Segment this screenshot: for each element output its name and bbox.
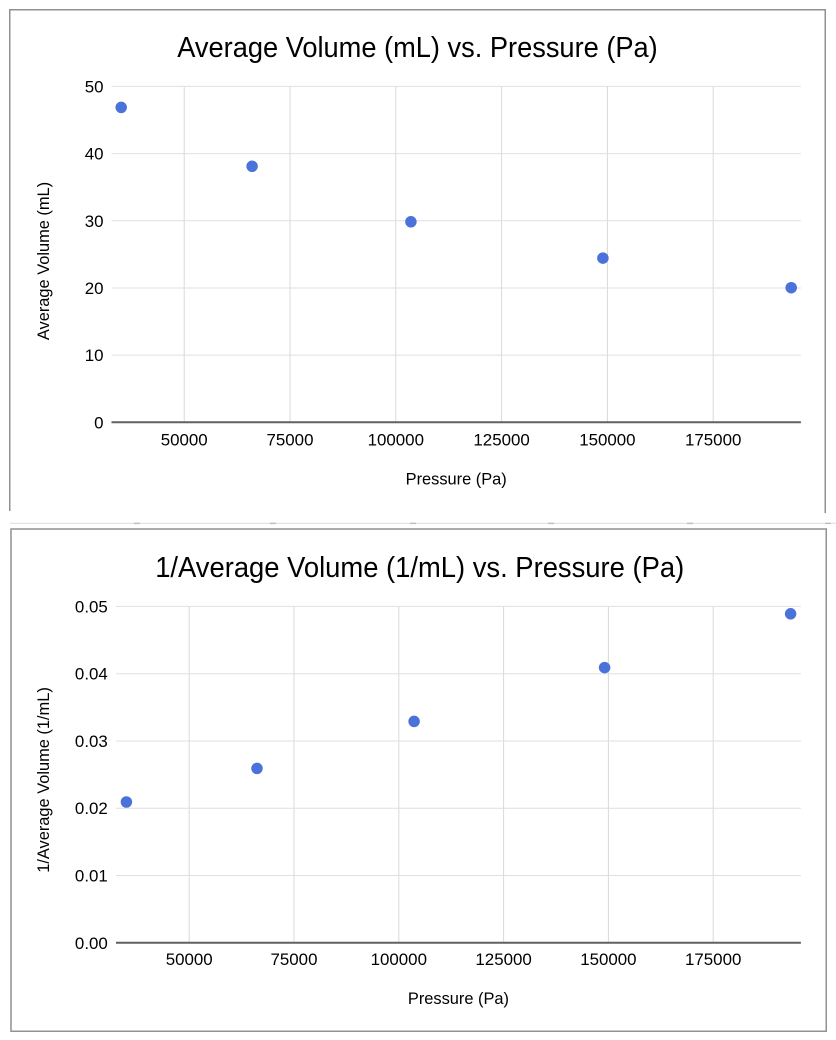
svg-text:175000: 175000 bbox=[685, 431, 741, 450]
svg-text:1/Average Volume (1/mL) vs. Pr: 1/Average Volume (1/mL) vs. Pressure (Pa… bbox=[155, 552, 684, 584]
svg-text:1/Average Volume (1/mL): 1/Average Volume (1/mL) bbox=[35, 687, 53, 873]
svg-text:150000: 150000 bbox=[580, 950, 636, 969]
svg-text:40: 40 bbox=[85, 145, 104, 164]
svg-text:Average Volume (mL) vs. Pressu: Average Volume (mL) vs. Pressure (Pa) bbox=[177, 32, 658, 64]
svg-text:75000: 75000 bbox=[271, 950, 318, 969]
svg-text:50000: 50000 bbox=[161, 431, 208, 450]
svg-text:0.02: 0.02 bbox=[75, 799, 108, 818]
svg-text:0.05: 0.05 bbox=[75, 597, 108, 616]
svg-text:100000: 100000 bbox=[368, 431, 424, 450]
svg-text:100000: 100000 bbox=[371, 950, 427, 969]
svg-text:125000: 125000 bbox=[475, 950, 531, 969]
svg-text:0.00: 0.00 bbox=[75, 934, 108, 953]
svg-text:Pressure (Pa): Pressure (Pa) bbox=[406, 471, 507, 489]
svg-text:0.01: 0.01 bbox=[75, 867, 108, 886]
svg-text:50000: 50000 bbox=[166, 950, 213, 969]
svg-text:0: 0 bbox=[94, 413, 103, 432]
svg-text:175000: 175000 bbox=[685, 950, 741, 969]
svg-text:150000: 150000 bbox=[579, 431, 635, 450]
svg-text:125000: 125000 bbox=[473, 431, 529, 450]
svg-text:20: 20 bbox=[85, 279, 104, 298]
svg-text:Pressure (Pa): Pressure (Pa) bbox=[408, 990, 509, 1008]
svg-text:Average Volume (mL): Average Volume (mL) bbox=[35, 182, 53, 340]
svg-text:0.04: 0.04 bbox=[75, 665, 108, 684]
svg-text:50: 50 bbox=[85, 77, 104, 96]
svg-text:0.03: 0.03 bbox=[75, 732, 108, 751]
svg-text:10: 10 bbox=[85, 346, 104, 365]
svg-text:30: 30 bbox=[85, 212, 104, 231]
svg-text:75000: 75000 bbox=[267, 431, 314, 450]
